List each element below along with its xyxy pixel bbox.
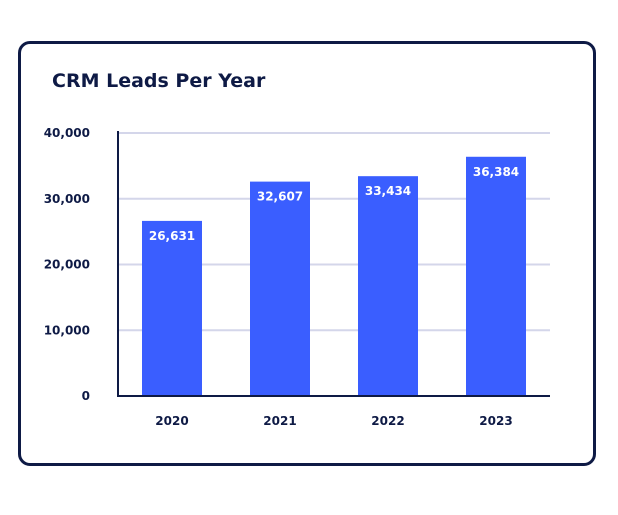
x-tick-label: 2020 <box>155 414 188 428</box>
bar-2022 <box>358 176 418 396</box>
chart-title: CRM Leads Per Year <box>52 70 266 92</box>
y-tick-label: 40,000 <box>44 126 90 140</box>
data-label: 36,384 <box>473 165 519 179</box>
x-tick-label: 2021 <box>263 414 296 428</box>
data-label: 26,631 <box>149 229 195 243</box>
bars <box>142 156 526 396</box>
y-tick-label: 20,000 <box>44 258 90 272</box>
x-tick-label: 2022 <box>371 414 404 428</box>
x-tick-label: 2023 <box>479 414 512 428</box>
labels: 0 10,000 20,000 30,000 40,000 26,631 2020 32,60… <box>44 126 519 428</box>
y-tick-label: 10,000 <box>44 323 90 337</box>
y-tick-label: 0 <box>82 389 90 403</box>
bar-2020 <box>142 220 202 396</box>
data-label: 32,607 <box>257 190 303 204</box>
bar-2021 <box>250 181 310 396</box>
y-tick-label: 30,000 <box>44 192 90 206</box>
data-label: 33,434 <box>365 184 411 198</box>
bar-2023 <box>466 156 526 396</box>
axes <box>117 131 550 397</box>
